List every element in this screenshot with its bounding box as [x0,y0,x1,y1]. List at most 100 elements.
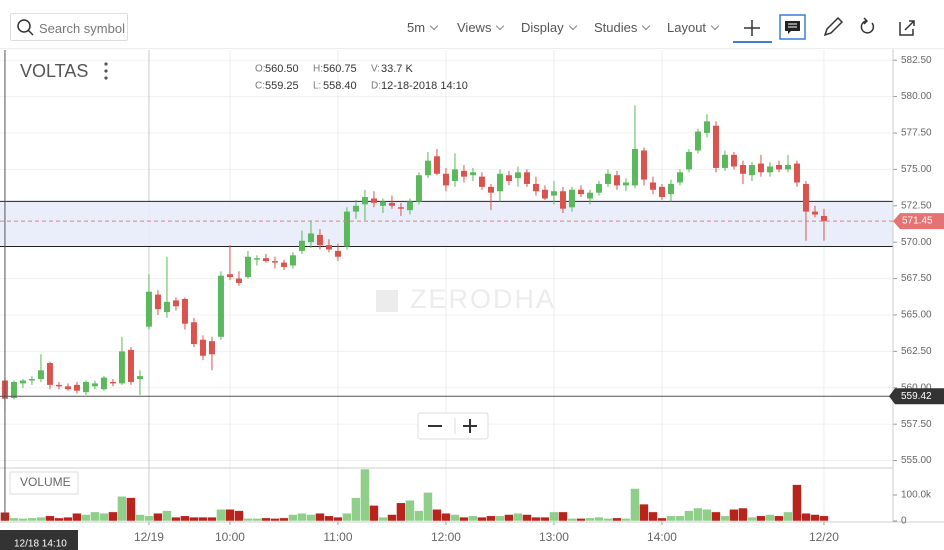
volume-bar [27,517,37,522]
candle-body [451,169,458,182]
volume-bar [396,502,406,522]
candle-body [568,189,575,208]
header-value: 560.75 [323,63,357,75]
candle-body [19,380,26,384]
volume-bar [738,507,748,522]
y-tick-label: 562.50 [901,346,932,357]
volume-bar [783,511,793,522]
y-tick-label: 555.00 [901,455,932,466]
volume-bar [702,509,712,522]
volume-bar [504,514,514,522]
candle-body [676,172,683,183]
y-tick-label: 570.00 [901,237,932,248]
y-tick-label: 572.50 [901,200,932,211]
volume-bar [279,517,289,522]
volume-bar [540,516,550,522]
crosshair-price-label: 559.42 [901,391,932,402]
y-tick-label: 580.00 [901,91,932,102]
crosshair-price-tag [889,388,944,405]
candle-body [658,186,665,198]
volume-bar [558,511,568,522]
candle-body [523,172,530,184]
candle-body [109,381,116,384]
candle-body [334,250,341,257]
volume-bar [189,516,199,522]
candle-body [64,386,71,390]
volume-bar [513,512,523,522]
volume-bar [432,509,442,522]
volume-tick-label: 0 [901,516,907,527]
candle-body [550,191,557,196]
candle-body [442,173,449,186]
header-value: 560.50 [265,63,299,75]
interval-menu[interactable]: 5m [407,20,439,35]
zoom-controls [417,412,489,440]
volume-bar [333,516,343,522]
candle-body [703,121,710,133]
search-box[interactable]: Search symbol [10,13,128,41]
candle-body [460,170,467,177]
search-icon [17,19,34,36]
volume-bar [261,517,271,522]
volume-bar [468,515,478,522]
volume-bar [306,514,316,522]
volume-bar [621,518,631,522]
reset-button[interactable] [860,17,875,34]
display-menu[interactable]: Display [521,20,577,35]
zoom-in[interactable] [463,419,477,433]
candle-body [307,233,314,243]
crosshair-button[interactable] [733,20,772,43]
y-tick-label: 575.00 [901,164,932,175]
volume-bar [531,516,541,522]
candle-body [361,197,368,205]
volume-bar [378,516,388,522]
volume-bar [81,514,91,522]
menu-dot [104,69,108,73]
header-value: 559.25 [265,80,299,92]
volume-bar [693,507,703,522]
x-tick-label: 11:00 [323,530,352,544]
candle-body [577,189,584,195]
candle-body [298,240,305,251]
chat-button[interactable] [779,14,806,40]
candle-body [613,175,620,186]
studies-menu[interactable]: Studies [594,20,651,35]
candle-body [388,202,395,206]
y-tick-label: 577.50 [901,128,932,139]
layout-menu[interactable]: Layout [667,20,720,35]
x-tick-label: 13:00 [539,530,569,544]
last-price-label: 571.45 [902,216,933,227]
candle-body [127,349,134,382]
volume-bar [765,514,775,522]
candle-body [685,151,692,170]
candle-body [199,339,206,356]
volume-bar [747,516,757,522]
candle-body [469,172,476,176]
header-value: 558.40 [323,80,357,92]
volume-bar [522,514,532,522]
volume-bar [774,515,784,522]
last-price-tag [893,213,944,230]
candle-body [541,189,548,199]
candle-body [487,186,494,193]
x-tick-label: 14:00 [647,530,677,544]
header-key: C: [255,81,265,92]
volume-bar [630,488,640,522]
volume-bar [252,518,262,522]
volume-bar [171,516,181,522]
candle-body [190,322,197,345]
volume-bar [351,497,361,522]
popout-button[interactable] [899,20,915,36]
candle-body [262,258,269,262]
candle-body [757,163,764,173]
draw-button[interactable] [823,16,844,37]
symbol: VOLTAS [20,61,88,81]
candle-body [253,258,260,260]
volume-bar [567,518,577,522]
candle-body [775,165,782,170]
views-menu[interactable]: Views [457,20,505,35]
candle-body [640,150,647,180]
candle-body [271,261,278,263]
candle-body [136,376,143,380]
